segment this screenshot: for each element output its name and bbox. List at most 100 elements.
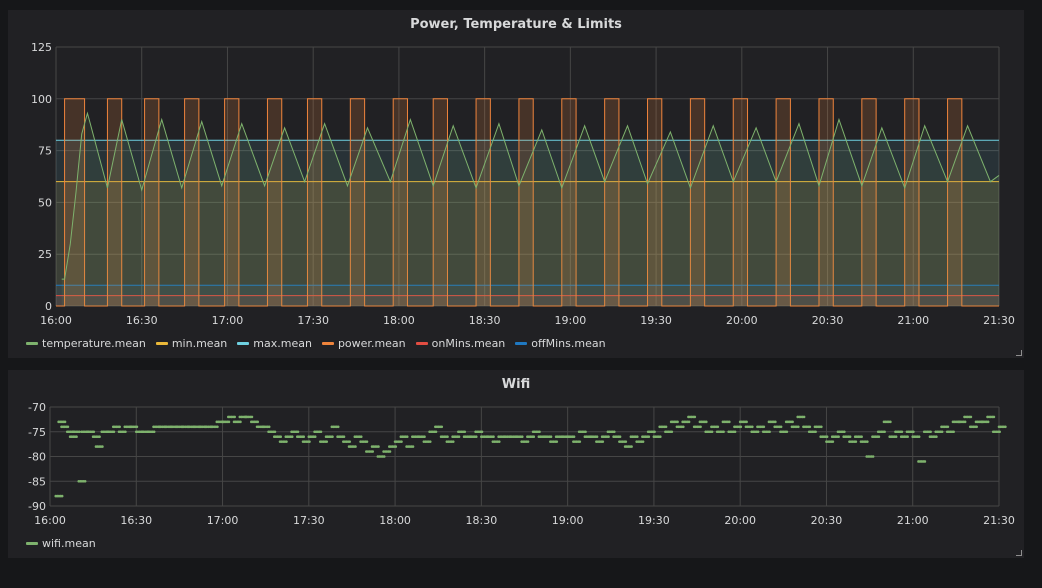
wifi-point[interactable] (112, 430, 116, 434)
wifi-point[interactable] (135, 425, 139, 429)
wifi-point[interactable] (302, 435, 306, 438)
wifi-point[interactable] (285, 440, 288, 443)
wifi-point[interactable] (92, 430, 96, 434)
legend-item-temperature-mean[interactable]: temperature.mean (26, 337, 146, 350)
wifi-point[interactable] (768, 430, 771, 434)
wifi-point[interactable] (612, 430, 616, 434)
wifi-point[interactable] (940, 430, 944, 434)
wifi-point[interactable] (710, 430, 714, 434)
wifi-point[interactable] (733, 430, 737, 434)
wifi-point[interactable] (377, 445, 380, 448)
wifi-point[interactable] (848, 435, 852, 438)
wifi-point[interactable] (825, 435, 829, 438)
wifi-point[interactable] (693, 415, 697, 419)
wifi-point[interactable] (342, 435, 346, 438)
wifi-point[interactable] (618, 435, 622, 438)
wifi-point[interactable] (423, 435, 426, 438)
wifi-point[interactable] (751, 425, 754, 429)
wifi-point[interactable] (866, 440, 869, 443)
wifi-point[interactable] (348, 440, 352, 443)
wifi-point[interactable] (440, 425, 444, 429)
legend-item-max-mean[interactable]: max.mean (237, 337, 312, 350)
wifi-point[interactable] (66, 425, 70, 429)
wifi-point[interactable] (497, 440, 501, 443)
wifi-point[interactable] (239, 420, 242, 424)
wifi-point[interactable] (296, 430, 300, 434)
wifi-point[interactable] (549, 435, 553, 438)
wifi-point[interactable] (365, 440, 369, 443)
wifi-point[interactable] (745, 420, 748, 424)
wifi-point[interactable] (325, 440, 329, 443)
wifi-point[interactable] (854, 440, 858, 443)
wifi-point[interactable] (969, 415, 973, 419)
wifi-point[interactable] (871, 455, 875, 458)
wifi-point[interactable] (860, 435, 863, 438)
wifi-point[interactable] (405, 435, 409, 438)
wifi-point[interactable] (653, 430, 656, 434)
wifi-point[interactable] (946, 425, 950, 429)
resize-handle-icon[interactable] (1016, 350, 1022, 356)
wifi-point[interactable] (463, 430, 467, 434)
wifi-point[interactable] (998, 430, 1001, 434)
wifi-point[interactable] (883, 430, 886, 434)
wifi-point[interactable] (814, 430, 817, 434)
wifi-point[interactable] (63, 420, 67, 424)
wifi-point[interactable] (520, 435, 524, 438)
wifi-point[interactable] (354, 445, 357, 448)
wifi-point[interactable] (952, 430, 955, 434)
wifi-point[interactable] (797, 425, 800, 429)
wifi-point[interactable] (273, 430, 277, 434)
wifi-point[interactable] (664, 425, 668, 429)
power-panel-title[interactable]: Power, Temperature & Limits (410, 17, 622, 32)
wifi-point[interactable] (917, 435, 921, 438)
wifi-point[interactable] (572, 435, 576, 438)
legend-item-wifi-mean[interactable]: wifi.mean (26, 537, 96, 550)
wifi-point[interactable] (83, 479, 87, 483)
wifi-point[interactable] (992, 415, 996, 419)
wifi-point[interactable] (336, 425, 340, 429)
wifi-point[interactable] (101, 445, 104, 448)
wifi-point[interactable] (290, 435, 294, 438)
legend-item-onMins-mean[interactable]: onMins.mean (415, 337, 505, 350)
wifi-point[interactable] (975, 425, 978, 429)
wifi-point[interactable] (641, 440, 645, 443)
wifi-point[interactable] (687, 420, 691, 424)
wifi-point[interactable] (446, 435, 449, 438)
wifi-point[interactable] (963, 420, 967, 424)
wifi-point[interactable] (227, 420, 231, 424)
wifi-point[interactable] (728, 420, 731, 424)
wifi-point[interactable] (929, 430, 932, 434)
power-chart[interactable]: 16:00 16:30 17:00 17:30 18:00 18:30 19:00 19:30… (8, 10, 1024, 358)
wifi-point[interactable] (676, 420, 679, 424)
wifi-point[interactable] (256, 420, 260, 424)
wifi-point[interactable] (636, 435, 639, 438)
wifi-point[interactable] (624, 440, 628, 443)
wifi-point[interactable] (78, 430, 81, 434)
wifi-point[interactable] (428, 440, 432, 443)
wifi-point[interactable] (308, 440, 311, 443)
wifi-point[interactable] (935, 435, 938, 438)
wifi-point[interactable] (492, 435, 495, 438)
wifi-point[interactable] (791, 420, 794, 424)
series-line-temperature[interactable] (61, 111, 1000, 280)
legend-item-power-mean[interactable]: power.mean (321, 337, 406, 350)
wifi-point[interactable] (607, 435, 610, 438)
wifi-point[interactable] (630, 445, 633, 448)
wifi-point[interactable] (118, 425, 121, 429)
wifi-point[interactable] (480, 430, 484, 434)
wifi-point[interactable] (400, 440, 403, 443)
wifi-point[interactable] (716, 425, 720, 429)
wifi-point[interactable] (986, 420, 990, 424)
legend-item-offMins-mean[interactable]: offMins.mean (515, 337, 606, 350)
wifi-point[interactable] (756, 430, 760, 434)
wifi-point[interactable] (526, 440, 530, 443)
wifi-point[interactable] (894, 435, 898, 438)
wifi-chart[interactable]: 16:00 16:30 17:00 17:30 18:00 18:30 19:00 19:30… (8, 370, 1024, 558)
wifi-point[interactable] (889, 420, 892, 424)
wifi-point[interactable] (555, 440, 559, 443)
wifi-point[interactable] (313, 435, 317, 438)
wifi-point[interactable] (877, 435, 881, 438)
wifi-point[interactable] (785, 430, 789, 434)
resize-handle-icon[interactable] (1016, 550, 1022, 556)
wifi-point[interactable] (233, 415, 236, 419)
